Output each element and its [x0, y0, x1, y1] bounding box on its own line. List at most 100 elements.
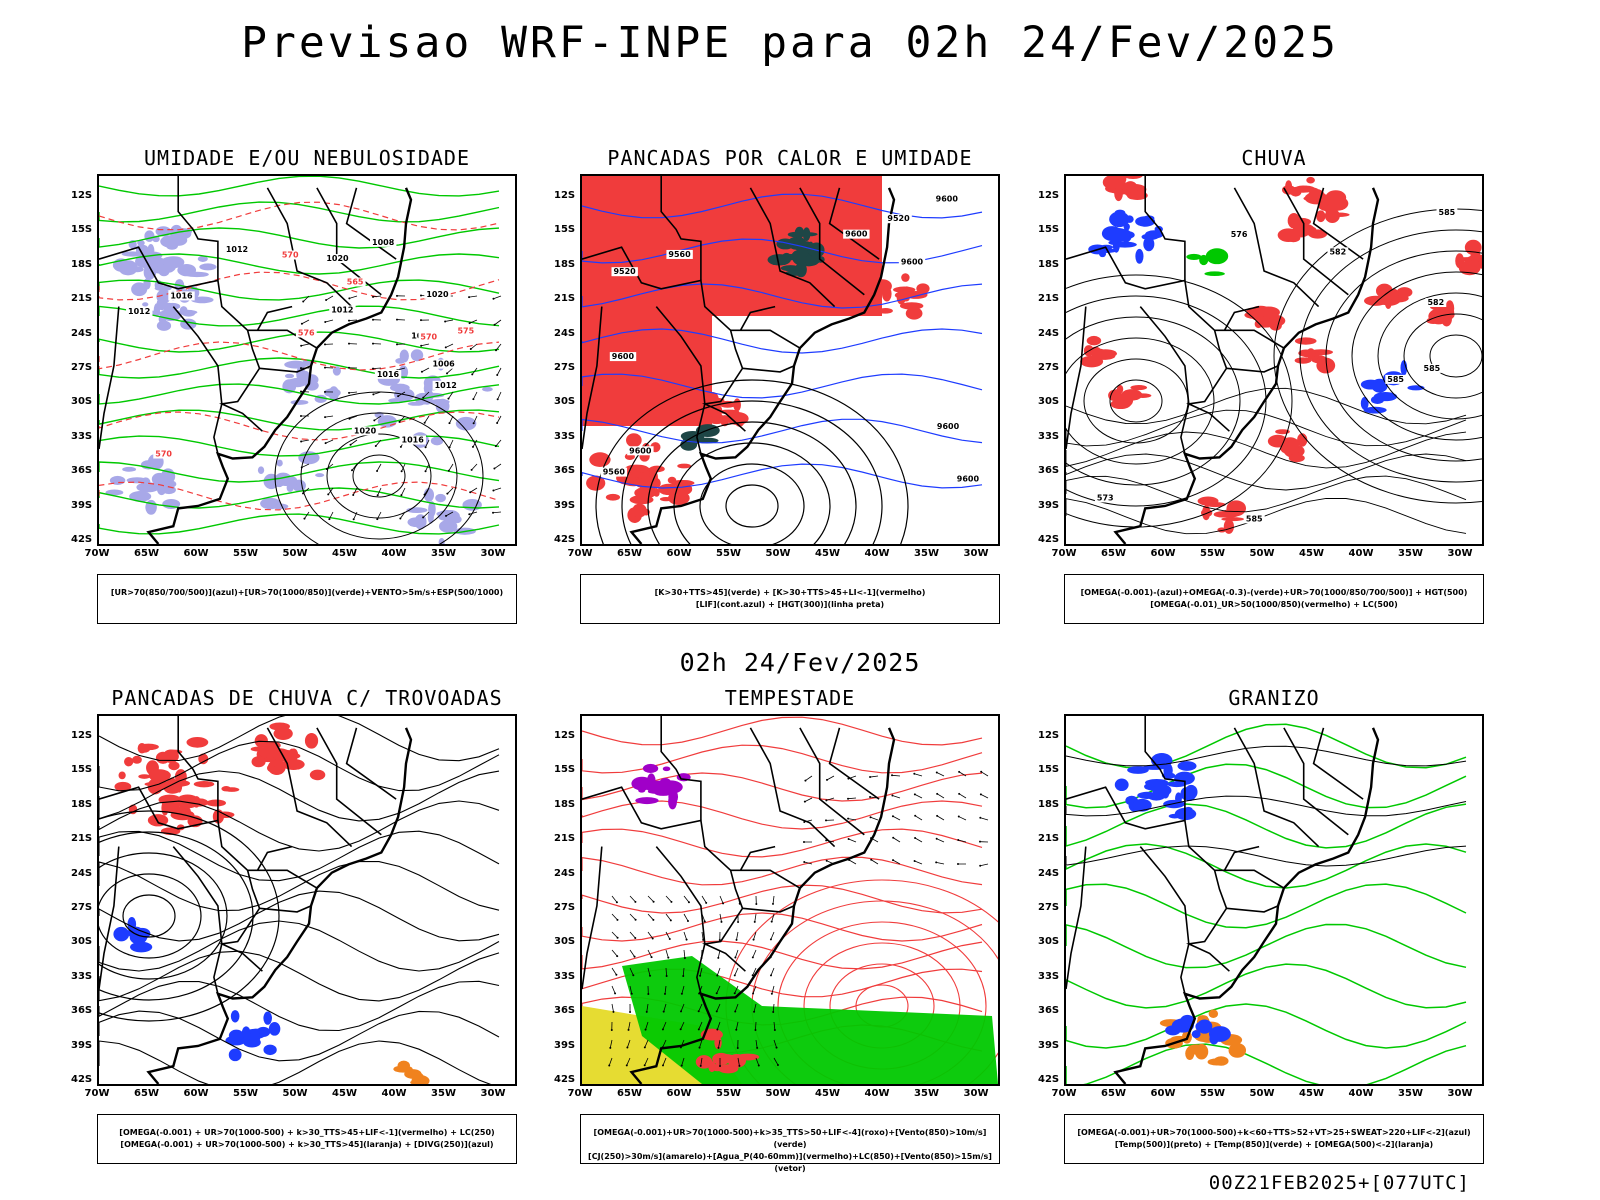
map-layers: 1012101210121012101610201016100810061012… — [99, 176, 502, 544]
wind-vector — [424, 470, 427, 473]
rain-area — [1308, 232, 1315, 237]
wind-vector — [421, 367, 430, 373]
wind-vector — [608, 1057, 613, 1066]
cloud-area — [130, 266, 144, 273]
contour-label: 1012 — [435, 381, 457, 390]
divergence-area — [230, 1010, 240, 1023]
wind-vector — [683, 956, 686, 959]
border-line — [1283, 187, 1349, 296]
contour-label: 576 — [298, 328, 315, 337]
wind-vector — [737, 920, 740, 923]
lon-tick-label: 65W — [1101, 548, 1126, 559]
storm-area — [273, 727, 293, 741]
wind-vector — [958, 771, 967, 777]
border-line — [345, 727, 397, 800]
label-bg — [418, 332, 440, 342]
label-bg — [344, 277, 366, 287]
rain-area — [1287, 213, 1301, 229]
wind-vector — [668, 938, 671, 941]
lat-tick-label: 39S — [554, 499, 576, 511]
border-line — [1139, 846, 1190, 994]
humidity-contour — [99, 253, 500, 275]
wind-vector — [664, 985, 667, 994]
lc-contour — [582, 716, 983, 746]
streamline — [99, 873, 202, 959]
rain-area-green — [1205, 248, 1227, 264]
hail-area — [1191, 1030, 1201, 1039]
wind-vector — [715, 1010, 718, 1013]
wind-vector — [615, 901, 618, 904]
hgt-contour — [1083, 358, 1189, 444]
wind-vector — [715, 992, 718, 995]
hail-area — [1179, 1014, 1195, 1028]
wind-vector — [422, 391, 430, 398]
cloud-area — [271, 503, 289, 510]
lon-tick-label: 30W — [480, 1088, 506, 1099]
legend-line: [CJ(250)>30m/s](amarelo)+[Agua_P(40-60mm… — [588, 1152, 992, 1173]
wind-vector — [892, 836, 895, 839]
convection-area — [659, 497, 673, 502]
wind-vector — [705, 901, 708, 904]
label-bg — [374, 369, 402, 379]
cloud-area — [122, 466, 137, 472]
lat-tick-label: 30S — [554, 396, 576, 408]
wind-vector — [871, 859, 879, 865]
lon-tick-label: 50W — [282, 548, 308, 559]
storm-area — [192, 796, 201, 808]
contour-label: 1006 — [432, 360, 455, 369]
wind-vector — [770, 967, 775, 976]
rain-area-green — [1204, 271, 1225, 277]
wind-vector — [420, 344, 423, 347]
border-line — [1066, 786, 1230, 972]
label-bg — [424, 289, 451, 299]
wind-vector — [891, 815, 894, 818]
hgt-contour — [1066, 337, 1215, 465]
rain-area — [1288, 454, 1305, 463]
lon-tick-label: 30W — [1447, 548, 1473, 559]
wind-vector — [958, 839, 967, 843]
rain-area — [1375, 283, 1393, 299]
border-line — [655, 306, 706, 454]
label-bg — [898, 257, 926, 267]
cloud-area — [286, 483, 294, 493]
legend-line: [Temp(500)](preto) + [Temp(850)](verde) … — [1114, 1140, 1434, 1149]
rain-area — [1102, 176, 1124, 190]
hail-area — [1161, 772, 1176, 779]
label-bg — [329, 305, 356, 315]
lat-tick-label: 21S — [554, 833, 576, 845]
wind-vector — [661, 1064, 664, 1067]
wind-vector — [627, 1039, 631, 1048]
border-line — [99, 306, 120, 450]
lat-tick-label: 39S — [71, 1039, 93, 1051]
wind-vector — [753, 931, 757, 940]
contour-label: 1020 — [326, 254, 349, 263]
convection-area — [605, 493, 621, 501]
lat-tick-label: 18S — [1038, 258, 1060, 270]
lon-tick-label: 60W — [1150, 1088, 1176, 1099]
cloud-area — [197, 255, 208, 262]
cloud-area — [299, 370, 311, 384]
coastline — [146, 187, 413, 544]
contour-label: 9600 — [936, 194, 959, 203]
wind-vector — [629, 949, 635, 957]
streamline — [99, 810, 280, 1022]
convection-area — [668, 491, 690, 506]
wind-vector — [611, 931, 618, 939]
convection-area — [677, 463, 691, 469]
label-bg — [843, 229, 870, 239]
lat-tick-label: 21S — [554, 293, 576, 305]
lon-tick-label: 45W — [815, 548, 840, 559]
lat-tick-label: 15S — [554, 224, 576, 236]
convection-area — [649, 465, 665, 473]
wind-vector — [770, 931, 775, 940]
contour-label: 582 — [1329, 247, 1346, 256]
wind-vector — [662, 1039, 667, 1048]
hail-area — [1177, 761, 1197, 771]
wind-vector — [738, 1064, 741, 1067]
coastline — [146, 727, 413, 1084]
wind-vector — [752, 949, 757, 958]
convection-core — [770, 256, 791, 261]
cloud-area — [410, 349, 424, 362]
map-svg — [582, 716, 998, 1084]
wind-vector — [847, 797, 850, 800]
